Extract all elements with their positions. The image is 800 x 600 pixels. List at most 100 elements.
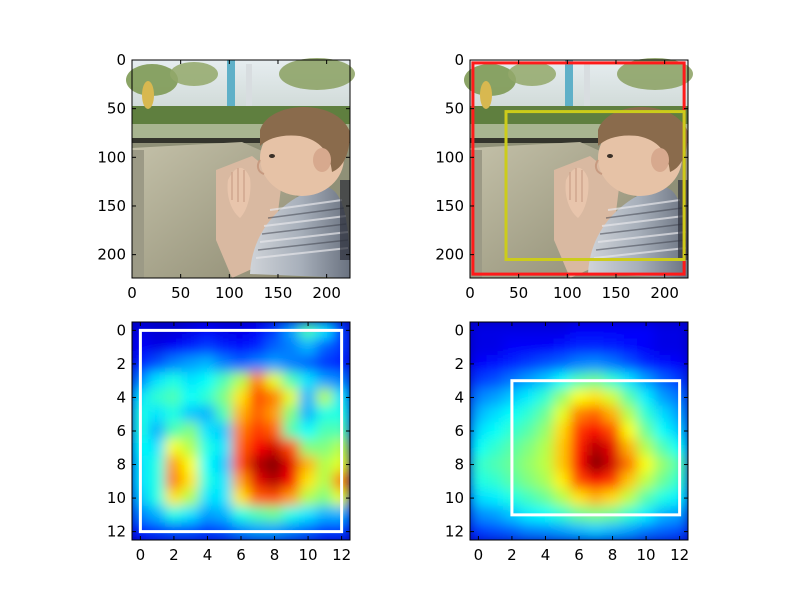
y-tick-label: 6 bbox=[116, 422, 126, 440]
heatmap-cell bbox=[148, 438, 167, 457]
heatmap-cell bbox=[570, 322, 588, 340]
heatmap-cell bbox=[553, 455, 572, 474]
y-tick-label: 50 bbox=[107, 100, 126, 118]
heatmap-cell bbox=[519, 438, 538, 457]
bounding-box bbox=[504, 110, 686, 262]
heatmap-cell bbox=[215, 405, 234, 424]
y-tick-label: 100 bbox=[97, 148, 126, 166]
heatmap-cell bbox=[232, 405, 250, 424]
heatmap-cell bbox=[553, 388, 572, 407]
x-tick-label: 200 bbox=[312, 284, 341, 302]
heatmap-cell bbox=[232, 422, 250, 440]
heatmap-cell bbox=[232, 371, 250, 390]
heatmap-cell bbox=[181, 455, 200, 474]
heatmap-cell bbox=[620, 355, 639, 373]
heatmap-cell bbox=[299, 455, 317, 474]
heatmap-cell bbox=[248, 438, 267, 457]
heatmap-cell bbox=[603, 522, 622, 540]
heatmap-cell bbox=[553, 472, 572, 491]
heatmap-cell bbox=[519, 489, 538, 507]
heatmap-cell bbox=[248, 388, 267, 407]
heatmap-cell bbox=[519, 405, 538, 424]
heatmap-cell bbox=[637, 388, 655, 407]
heatmap-cell bbox=[215, 505, 234, 524]
y-axis: 0 50 100 150 200 bbox=[435, 51, 688, 264]
heatmap-cell bbox=[653, 388, 672, 407]
heatmap-cell bbox=[670, 522, 688, 540]
heatmap-cell bbox=[232, 472, 250, 491]
x-axis: 0 2 4 6 8 10 12 bbox=[136, 322, 351, 564]
heatmap-cell bbox=[637, 455, 655, 474]
heatmap-cell bbox=[165, 405, 183, 424]
heatmap-cell bbox=[603, 388, 622, 407]
heatmap-cell bbox=[486, 489, 505, 507]
heatmap-cell bbox=[486, 438, 505, 457]
y-tick-label: 12 bbox=[445, 523, 464, 541]
heatmap-cell bbox=[519, 355, 538, 373]
heatmap-cell bbox=[570, 405, 588, 424]
heatmap-cell bbox=[486, 338, 505, 357]
heatmap-cell bbox=[198, 505, 217, 524]
heatmap-cell bbox=[265, 505, 284, 524]
x-tick-label: 8 bbox=[270, 546, 280, 564]
heatmap-cell bbox=[315, 455, 334, 474]
heatmap-cell bbox=[637, 438, 655, 457]
heatmap-cell bbox=[215, 422, 234, 440]
heatmap-cell bbox=[653, 322, 672, 340]
heatmap-cell bbox=[603, 489, 622, 507]
heatmap-cell bbox=[519, 388, 538, 407]
heatmap-cell bbox=[181, 405, 200, 424]
heatmap-cell bbox=[165, 388, 183, 407]
y-tick-label: 200 bbox=[97, 246, 126, 264]
heatmap-cell bbox=[503, 355, 521, 373]
x-tick-label: 2 bbox=[507, 546, 517, 564]
heatmap-cell bbox=[282, 455, 301, 474]
x-tick-label: 50 bbox=[509, 284, 528, 302]
heatmap-cell bbox=[653, 522, 672, 540]
heatmap-cell bbox=[181, 472, 200, 491]
heatmap-cell bbox=[536, 422, 555, 440]
heatmap-cell bbox=[232, 438, 250, 457]
heatmap-cell bbox=[265, 371, 284, 390]
heatmap-cell bbox=[265, 455, 284, 474]
heatmap-cell bbox=[181, 338, 200, 357]
bounding-box bbox=[510, 379, 682, 517]
heatmap-cell bbox=[315, 388, 334, 407]
heatmap-cell bbox=[470, 438, 488, 457]
heatmap-cell bbox=[148, 505, 167, 524]
heatmap-cell bbox=[519, 455, 538, 474]
heatmap-cell bbox=[486, 371, 505, 390]
heatmap-cell bbox=[198, 489, 217, 507]
x-tick-label: 50 bbox=[171, 284, 190, 302]
heatmap-cell bbox=[586, 472, 605, 491]
heatmap-cell bbox=[620, 388, 639, 407]
heatmap-cell bbox=[248, 338, 267, 357]
heatmap-cell bbox=[570, 388, 588, 407]
heatmap-cell bbox=[586, 388, 605, 407]
heatmap-cell bbox=[670, 338, 688, 357]
heatmap-cell bbox=[299, 505, 317, 524]
heatmap-cell bbox=[315, 438, 334, 457]
heatmap-cell bbox=[282, 388, 301, 407]
heatmap-cell bbox=[536, 489, 555, 507]
heatmap-cell bbox=[148, 405, 167, 424]
heatmap-cell bbox=[470, 355, 488, 373]
heatmap-cell bbox=[603, 422, 622, 440]
heatmap-cell bbox=[215, 455, 234, 474]
heatmap-cell bbox=[248, 405, 267, 424]
heatmap-cell bbox=[282, 355, 301, 373]
heatmap-cell bbox=[470, 422, 488, 440]
y-axis: 0 2 4 6 8 10 12 bbox=[445, 321, 688, 541]
y-tick-label: 0 bbox=[454, 51, 464, 69]
photo-image bbox=[125, 57, 356, 279]
heatmap-cell bbox=[486, 455, 505, 474]
y-tick-label: 0 bbox=[116, 51, 126, 69]
heatmap-cell bbox=[653, 338, 672, 357]
heatmap-cell bbox=[570, 489, 588, 507]
heatmap-cell bbox=[148, 388, 167, 407]
heatmap-cell bbox=[570, 355, 588, 373]
heatmap-cell bbox=[470, 489, 488, 507]
axes-frame bbox=[469, 59, 689, 279]
heatmap-cell bbox=[603, 438, 622, 457]
heatmap-cell bbox=[215, 489, 234, 507]
